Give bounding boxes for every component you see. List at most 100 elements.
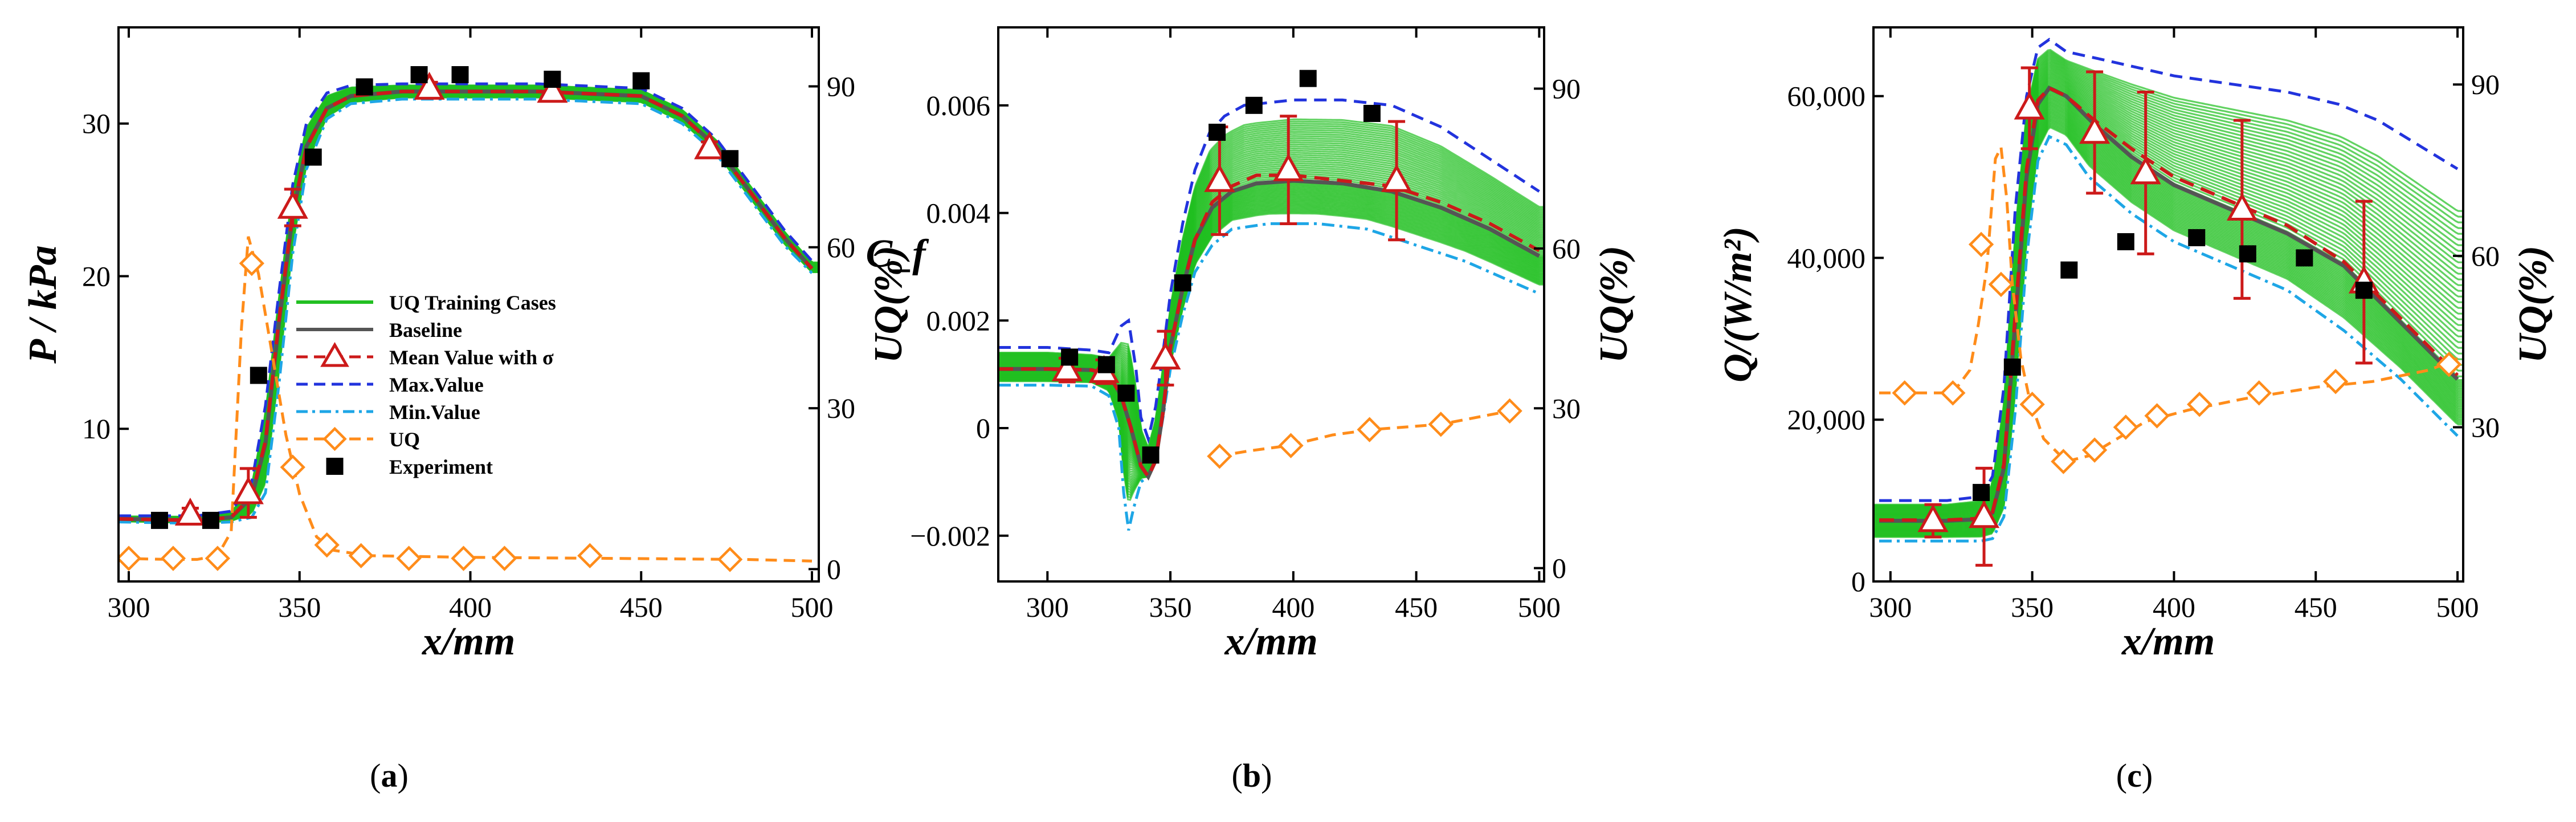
y2-tick-label: 30	[827, 392, 855, 424]
caption-close: )	[2142, 757, 2153, 794]
uq-marker	[2322, 369, 2349, 394]
x-tick-label: 350	[1149, 591, 1192, 623]
legend-label: Baseline	[389, 319, 462, 341]
experiment-marker	[2060, 261, 2078, 279]
experiment-marker	[1061, 348, 1079, 366]
mean-triangle	[1273, 153, 1304, 181]
x-tick-label: 350	[2011, 591, 2054, 623]
plot-area-c	[1873, 38, 2463, 567]
mean-marker	[414, 71, 445, 100]
training-case-line	[119, 84, 819, 518]
y-axis-title: P / kPa	[21, 245, 65, 364]
legend-entry: UQ Training Cases	[296, 291, 556, 314]
experiment-marker	[202, 511, 219, 529]
legend-label: UQ	[389, 428, 420, 451]
y2-tick-label: 0	[1552, 552, 1566, 584]
uq-marker	[577, 543, 603, 569]
legend-marker	[322, 426, 347, 451]
uq-marker	[160, 546, 186, 571]
y-axis-title: Q/(W/m²)	[1716, 226, 1760, 382]
x-tick-label: 300	[1026, 591, 1069, 623]
y2-axis-title: UQ(%)	[2511, 246, 2555, 363]
experiment-marker	[632, 72, 650, 89]
mean-marker	[232, 467, 264, 519]
mean-triangle	[537, 75, 568, 103]
mean-triangle	[1150, 341, 1181, 370]
uq-marker	[239, 250, 264, 276]
uq-marker	[1940, 380, 1966, 406]
mean-marker	[1150, 329, 1181, 387]
uq-marker	[451, 546, 476, 571]
experiment-marker	[721, 150, 739, 168]
y2-tick-label: 60	[2471, 240, 2500, 272]
mean-triangle	[2130, 156, 2161, 185]
y2-tick-label: 60	[827, 231, 855, 263]
uq-marker	[1497, 398, 1522, 424]
y-tick-label: 40,000	[1787, 242, 1866, 274]
y2-tick-label: 0	[827, 553, 841, 585]
uq-marker	[1988, 271, 2014, 298]
experiment-marker	[304, 148, 322, 166]
experiment-marker	[2117, 233, 2134, 251]
mean-line-c	[1879, 86, 2459, 522]
x-tick-label: 300	[107, 591, 150, 623]
y2-tick-label: 30	[1552, 392, 1581, 424]
experiment-marker	[2239, 245, 2256, 263]
y2-tick-label: 90	[1552, 72, 1581, 104]
experiment-marker	[2296, 249, 2313, 267]
experiment-marker	[1117, 384, 1135, 402]
experiment-marker	[356, 78, 373, 96]
uq-marker	[1428, 412, 1454, 437]
training-case-line	[998, 209, 1544, 494]
mean-triangle	[2079, 116, 2110, 144]
mean-triangle	[174, 498, 206, 526]
mean-triangle	[1051, 353, 1083, 381]
axes-frame-a	[117, 26, 820, 583]
caption-open: (	[1232, 757, 1243, 794]
legend: UQ Training Cases Baseline Mean Value with…	[296, 291, 556, 478]
mean-marker	[1381, 120, 1412, 242]
experiment-marker	[1245, 96, 1263, 114]
max-value-line-c	[1879, 38, 2459, 502]
training-case-line	[998, 118, 1544, 450]
y2-tick-label: 90	[2471, 68, 2500, 100]
x-tick-label: 300	[1869, 591, 1912, 623]
x-axis-title: x/mm	[2121, 620, 2215, 664]
mean-triangle	[2014, 91, 2045, 120]
experiment-marker	[2188, 229, 2206, 246]
uq-marker	[314, 532, 340, 558]
experiment-marker	[451, 66, 469, 84]
y2-tick-label: 60	[1552, 233, 1581, 264]
y-tick-label: 0.002	[926, 304, 991, 336]
mean-marker	[1273, 115, 1304, 225]
experiment-marker	[250, 367, 267, 384]
mean-triangle	[414, 71, 445, 100]
experiment-marker	[1174, 274, 1191, 292]
uq-marker	[2051, 449, 2076, 474]
legend-swatch	[326, 458, 344, 475]
panel-b: 300 350 400 450 500 −0.002 0 0.002 0.004 0.006 0 30…	[866, 26, 1636, 794]
panel-caption: (a)	[370, 757, 409, 794]
min-value-line-c	[1879, 135, 2459, 543]
caption-close: )	[398, 757, 409, 794]
experiment-marker	[2355, 282, 2373, 299]
x-tick-label: 400	[1272, 591, 1314, 623]
axes-frame-b	[997, 26, 1545, 583]
uq-marker	[2246, 380, 2272, 406]
mean-triangle	[1969, 500, 2000, 528]
legend-label: Min.Value	[389, 401, 480, 424]
y-tick-label: 0.004	[926, 197, 991, 229]
panel-caption: (b)	[1232, 757, 1272, 794]
caption-letter: b	[1243, 757, 1261, 794]
x-tick-label: 450	[2295, 591, 2337, 623]
caption-open: (	[370, 757, 381, 794]
x-tick-label: 450	[1395, 591, 1438, 623]
panel-c: 300 350 400 450 500 0 20,000 40,000 60,000 30 60 90…	[1716, 26, 2555, 794]
x-tick-label: 450	[620, 591, 663, 623]
legend-entry: Experiment	[326, 455, 493, 478]
mean-triangle	[694, 131, 725, 160]
caption-close: )	[1261, 757, 1272, 794]
legend-entry: Min.Value	[296, 401, 480, 424]
y2-tick-label: 30	[2471, 411, 2500, 443]
